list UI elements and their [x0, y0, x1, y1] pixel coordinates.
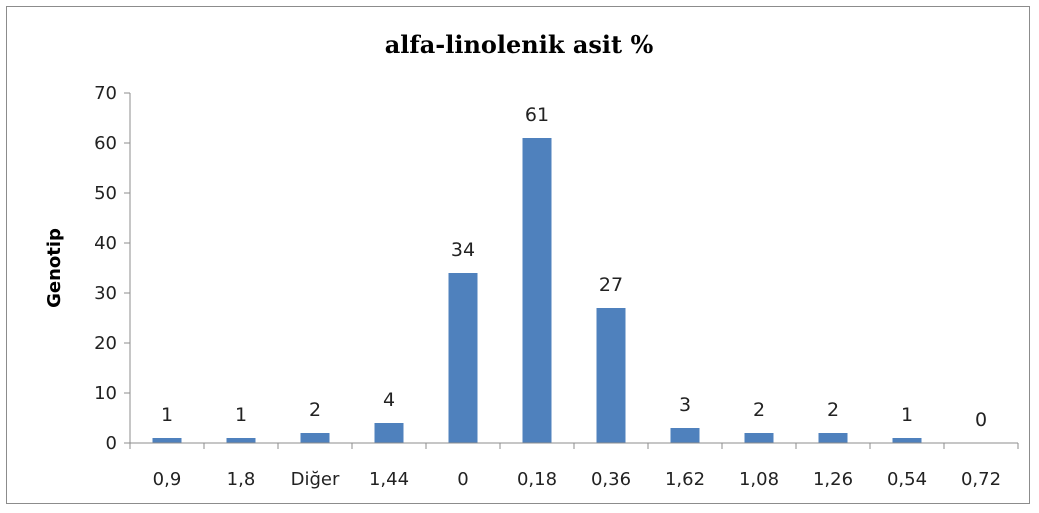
x-tick-label: 1,26	[813, 469, 853, 490]
chart-frame	[6, 6, 1030, 504]
y-tick-label: 30	[94, 283, 117, 304]
bar-1,44	[374, 423, 404, 443]
data-label: 27	[599, 274, 623, 296]
y-tick-label: 20	[94, 333, 117, 354]
bar-0,36	[596, 308, 626, 443]
y-tick-label: 60	[94, 133, 117, 154]
x-tick-label: 0,18	[517, 469, 557, 490]
x-tick-label: 1,62	[665, 469, 705, 490]
x-tick-label: 0,54	[887, 469, 927, 490]
y-tick-label: 70	[94, 83, 117, 104]
bar-1,8	[226, 438, 256, 443]
y-tick-label: 10	[94, 383, 117, 404]
y-axis-ticks: 0 10 20 30 40 50 60 70	[94, 83, 130, 454]
data-label: 1	[235, 404, 247, 426]
x-tick-label: 0,9	[153, 469, 182, 490]
bar-0,9	[152, 438, 182, 443]
bar-1,62	[670, 428, 700, 443]
y-tick-label: 40	[94, 233, 117, 254]
bar-0,54	[892, 438, 922, 443]
y-tick-label: 0	[106, 433, 117, 454]
data-label: 1	[901, 404, 913, 426]
bar-1,08	[744, 433, 774, 443]
bars	[152, 138, 922, 443]
chart-title: alfa-linolenik asit %	[385, 30, 654, 59]
x-tick-label: 1,08	[739, 469, 779, 490]
bar-1,26	[818, 433, 848, 443]
data-label: 1	[161, 404, 173, 426]
x-tick-label: 1,44	[369, 469, 409, 490]
data-label: 2	[827, 399, 839, 421]
x-tick-label: 0,72	[961, 469, 1001, 490]
data-label: 34	[451, 239, 475, 261]
data-label: 0	[975, 409, 987, 431]
x-tick-label: 0	[457, 469, 468, 490]
x-tick-label: 0,36	[591, 469, 631, 490]
bar-0	[448, 273, 478, 443]
data-labels: 1 1 2 4 34 61 27 3 2 2 1 0	[161, 104, 987, 431]
x-axis-ticks: 0,9 1,8 Diğer 1,44 0 0,18 0,36 1,62 1,08 1,26 0,54…	[129, 443, 1019, 490]
bar-Diğer	[300, 433, 330, 443]
data-label: 4	[383, 389, 395, 411]
y-tick-label: 50	[94, 183, 117, 204]
data-label: 2	[753, 399, 765, 421]
data-label: 2	[309, 399, 321, 421]
data-label: 61	[525, 104, 549, 126]
y-axis-label: Genotip	[44, 228, 65, 308]
bar-0,18	[522, 138, 552, 443]
x-tick-label: 1,8	[227, 469, 256, 490]
data-label: 3	[679, 394, 691, 416]
x-tick-label: Diğer	[291, 469, 340, 490]
